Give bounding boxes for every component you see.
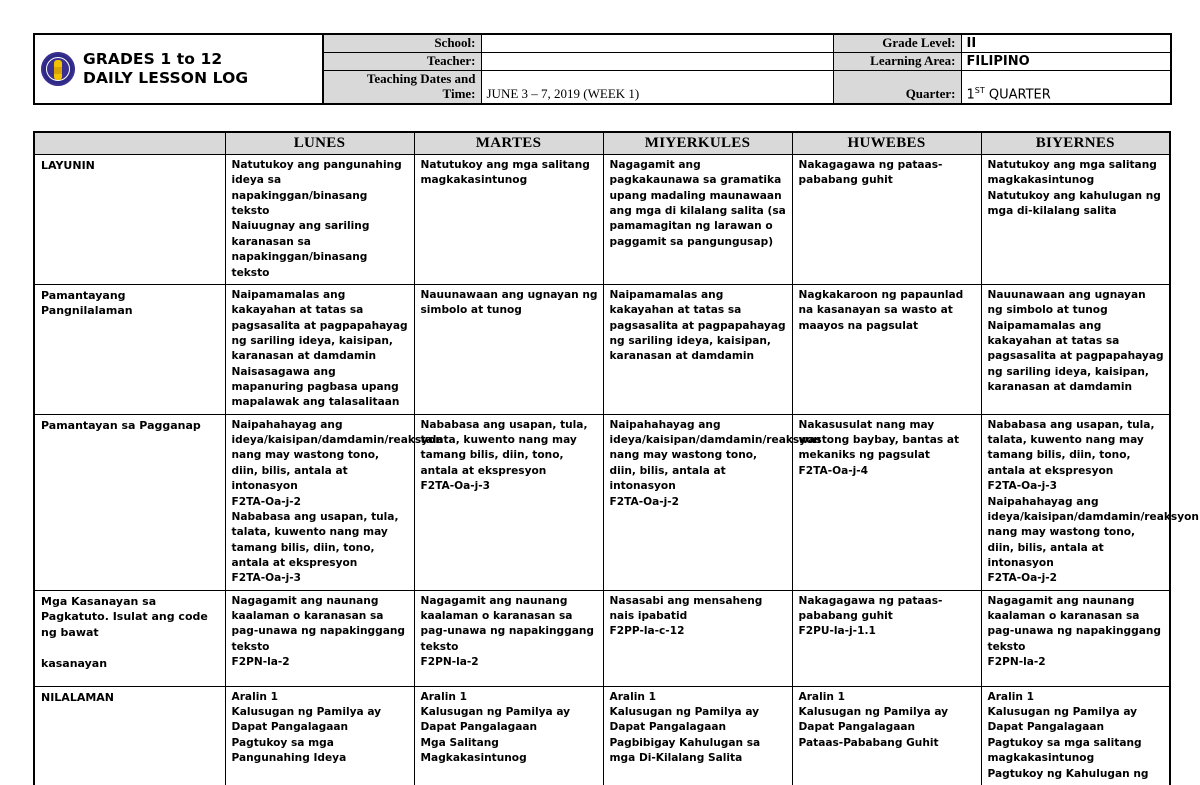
deped-seal-icon bbox=[41, 51, 75, 86]
cell-layunin-biyernes[interactable]: Natutukoy ang mga salitang magkakasintun… bbox=[980, 154, 1171, 285]
value-teacher[interactable] bbox=[480, 52, 834, 71]
label-teacher: Teacher: bbox=[322, 52, 482, 71]
row-label-pamantayan-sa-pagganap: Pamantayan sa Pagganap bbox=[33, 413, 226, 591]
row-label-mga-kasanayan-sa-pagkatuto: Mga Kasanayan sa Pagkatuto. Isulat ang c… bbox=[33, 589, 226, 687]
cell-pagganap-lunes[interactable]: Naipahahayag ang ideya/kaisipan/damdamin… bbox=[224, 413, 443, 591]
column-header-biyernes: BIYERNES bbox=[980, 131, 1171, 155]
cell-pangnilalaman-huwebes[interactable]: Nagkakaroon ng papaunlad na kasanayan sa… bbox=[791, 283, 982, 415]
cell-kasanayan-biyernes[interactable]: Nagagamit ang naunang kaalaman o karanas… bbox=[980, 589, 1171, 687]
value-teaching-dates[interactable]: JUNE 3 – 7, 2019 (WEEK 1) bbox=[480, 69, 834, 105]
title-line-2: DAILY LESSON LOG bbox=[83, 68, 249, 87]
value-learning-area[interactable]: FILIPINO bbox=[960, 52, 1172, 71]
lesson-log-header-table: GRADES 1 to 12 DAILY LESSON LOG School: … bbox=[33, 33, 1172, 105]
cell-layunin-lunes[interactable]: Natutukoy ang pangunahing ideya sa napak… bbox=[224, 154, 415, 285]
label-school: School: bbox=[322, 33, 482, 53]
title-line-1: GRADES 1 to 12 bbox=[83, 49, 223, 68]
cell-pangnilalaman-lunes[interactable]: Naipamamalas ang kakayahan at tatas sa p… bbox=[224, 283, 415, 415]
cell-nilalaman-huwebes[interactable]: Aralin 1 Kalusugan ng Pamilya ay Dapat P… bbox=[791, 685, 982, 785]
table-row: LAYUNIN Natutukoy ang pangunahing ideya … bbox=[33, 154, 1171, 285]
table-row: Pamantayan sa Pagganap Naipahahayag ang … bbox=[33, 413, 1199, 591]
quarter-word: QUARTER bbox=[984, 86, 1051, 102]
cell-kasanayan-lunes[interactable]: Nagagamit ang naunang kaalaman o karanas… bbox=[224, 589, 415, 687]
cell-pangnilalaman-martes[interactable]: Nauunawaan ang ugnayan ng simbolo at tun… bbox=[413, 283, 604, 415]
label-quarter: Quarter: bbox=[832, 69, 962, 105]
table-row: Mga Kasanayan sa Pagkatuto. Isulat ang c… bbox=[33, 589, 1171, 687]
row-label-pamantayang-pangnilalaman: Pamantayang Pangnilalaman bbox=[33, 283, 226, 415]
row-label-nilalaman: NILALAMAN bbox=[33, 685, 226, 785]
page-title: GRADES 1 to 12 DAILY LESSON LOG bbox=[83, 50, 248, 88]
cell-nilalaman-miyerkules[interactable]: Aralin 1 Kalusugan ng Pamilya ay Dapat P… bbox=[602, 685, 793, 785]
label-teaching-dates-line2: Time: bbox=[442, 85, 476, 101]
logo-title-cell: GRADES 1 to 12 DAILY LESSON LOG bbox=[33, 33, 324, 105]
column-header-miyerkules: MIYERKULES bbox=[602, 131, 793, 155]
column-header-huwebes: HUWEBES bbox=[791, 131, 982, 155]
cell-pangnilalaman-biyernes[interactable]: Nauunawaan ang ugnayan ng simbolo at tun… bbox=[980, 283, 1171, 415]
header-row-teacher: Teacher: Learning Area: FILIPINO bbox=[34, 52, 1172, 71]
header-row-school: GRADES 1 to 12 DAILY LESSON LOG School: … bbox=[33, 33, 1172, 105]
cell-kasanayan-huwebes[interactable]: Nakagagawa ng pataas-pababang guhit F2PU… bbox=[791, 589, 982, 687]
quarter-suffix: ST bbox=[974, 85, 985, 95]
label-teaching-dates-line1: Teaching Dates and bbox=[366, 71, 476, 86]
column-header-lunes: LUNES bbox=[224, 131, 415, 155]
cell-pagganap-biyernes[interactable]: Nababasa ang usapan, tula, talata, kuwen… bbox=[980, 413, 1199, 591]
table-row: Pamantayang Pangnilalaman Naipamamalas a… bbox=[33, 283, 1171, 415]
label-teaching-dates: Teaching Dates and Time: bbox=[322, 69, 482, 105]
value-grade-level[interactable]: II bbox=[960, 33, 1172, 53]
table-row: NILALAMAN Aralin 1 Kalusugan ng Pamilya … bbox=[33, 685, 1171, 785]
cell-nilalaman-lunes[interactable]: Aralin 1 Kalusugan ng Pamilya ay Dapat P… bbox=[224, 685, 415, 785]
value-school[interactable] bbox=[480, 33, 834, 53]
cell-layunin-miyerkules[interactable]: Nagagamit ang pagkakaunawa sa gramatika … bbox=[602, 154, 793, 285]
cell-kasanayan-miyerkules[interactable]: Nasasabi ang mensaheng nais ipabatid F2P… bbox=[602, 589, 793, 687]
cell-layunin-huwebes[interactable]: Nakagagawa ng pataas-pababang guhit bbox=[791, 154, 982, 285]
cell-layunin-martes[interactable]: Natutukoy ang mga salitang magkakasintun… bbox=[413, 154, 604, 285]
weekly-lesson-log-table: LUNES MARTES MIYERKULES HUWEBES BIYERNES… bbox=[33, 131, 1199, 785]
quarter-number: 1 bbox=[966, 86, 975, 102]
cell-pagganap-huwebes[interactable]: Nakasusulat nang may wastong baybay, ban… bbox=[791, 413, 982, 591]
cell-pagganap-miyerkules[interactable]: Naipahahayag ang ideya/kaisipan/damdamin… bbox=[602, 413, 821, 591]
label-learning-area: Learning Area: bbox=[832, 52, 962, 71]
row-label-layunin: LAYUNIN bbox=[33, 154, 226, 285]
column-header-blank bbox=[33, 131, 226, 155]
cell-nilalaman-biyernes[interactable]: Aralin 1 Kalusugan ng Pamilya ay Dapat P… bbox=[980, 685, 1171, 785]
cell-pagganap-martes[interactable]: Nababasa ang usapan, tula, talata, kuwen… bbox=[413, 413, 604, 591]
column-header-martes: MARTES bbox=[413, 131, 604, 155]
label-grade-level: Grade Level: bbox=[832, 33, 962, 53]
cell-nilalaman-martes[interactable]: Aralin 1 Kalusugan ng Pamilya ay Dapat P… bbox=[413, 685, 604, 785]
table-header-row: LUNES MARTES MIYERKULES HUWEBES BIYERNES bbox=[33, 131, 1171, 155]
cell-pangnilalaman-miyerkules[interactable]: Naipamamalas ang kakayahan at tatas sa p… bbox=[602, 283, 793, 415]
cell-kasanayan-martes[interactable]: Nagagamit ang naunang kaalaman o karanas… bbox=[413, 589, 604, 687]
header-row-dates: Teaching Dates and Time: JUNE 3 – 7, 201… bbox=[34, 69, 1172, 105]
value-quarter[interactable]: 1ST QUARTER bbox=[960, 69, 1172, 105]
